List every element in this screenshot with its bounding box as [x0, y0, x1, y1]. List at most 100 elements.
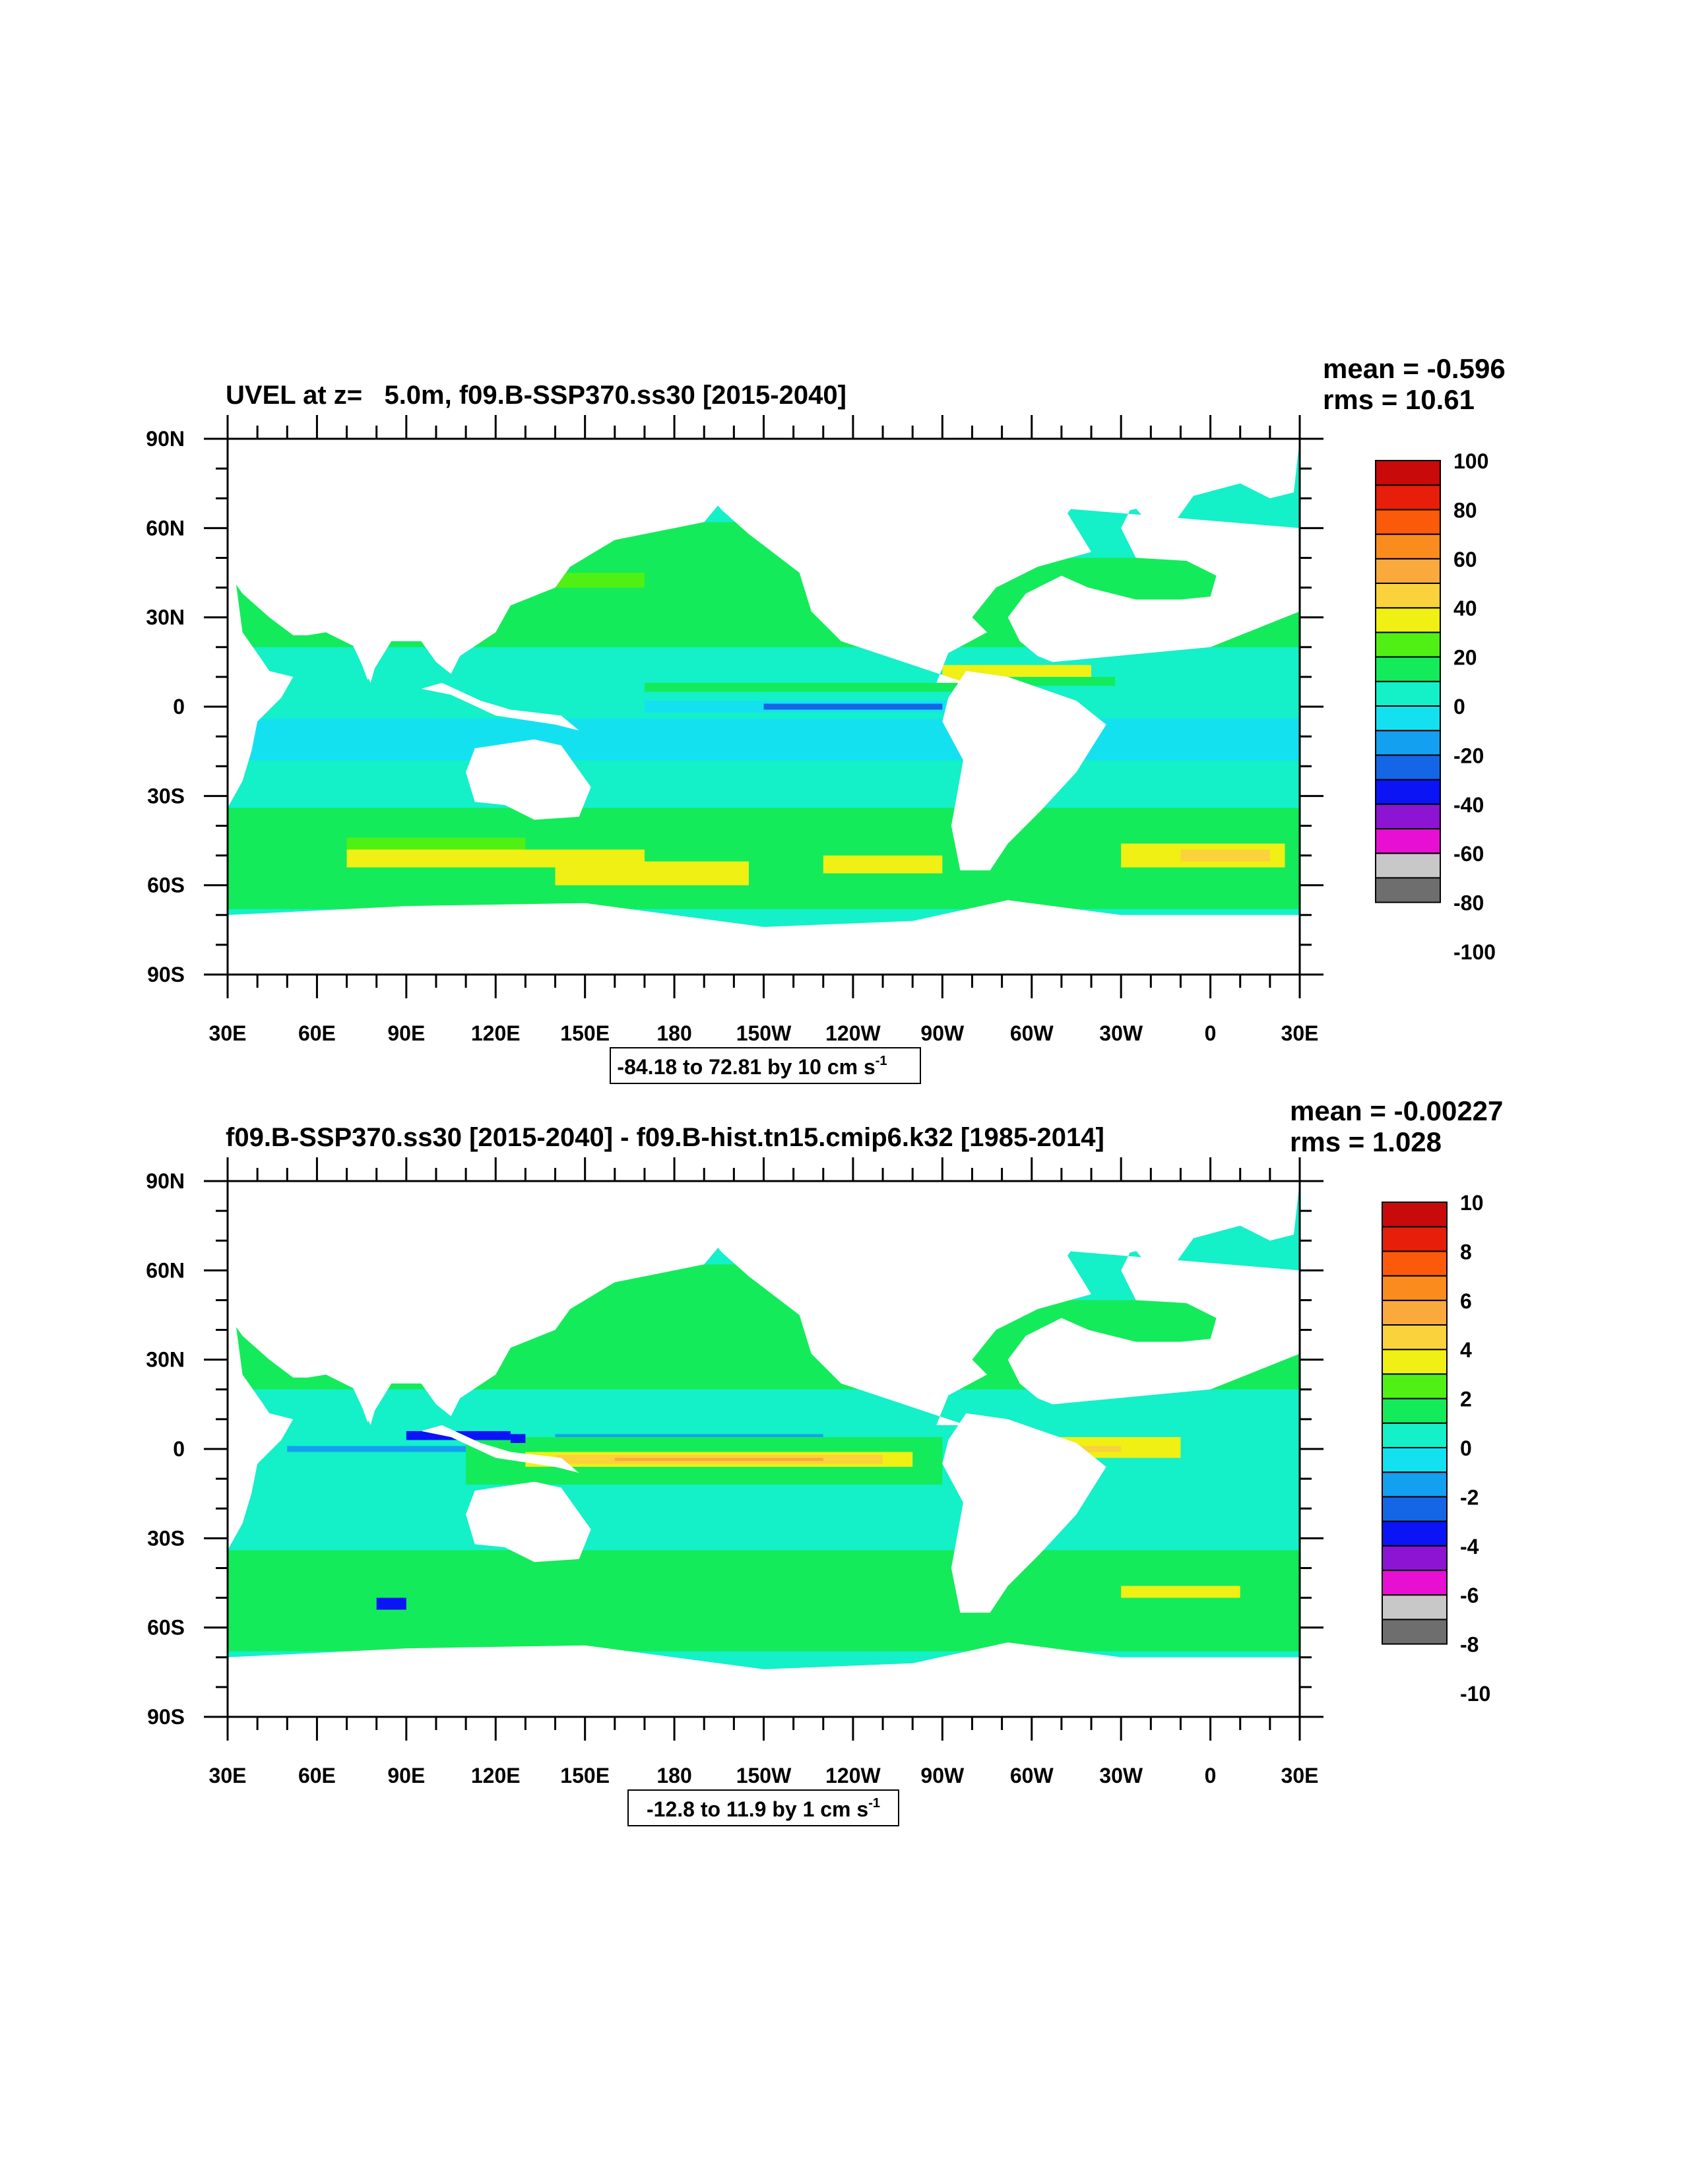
x-tick-label: 30W: [1099, 1021, 1143, 1045]
x-tick-label: 150W: [736, 1764, 792, 1787]
panel-2-range-text: -12.8 to 11.9 by 1 cm s-1: [647, 1796, 880, 1821]
colorbar-label: 80: [1453, 498, 1477, 522]
colorbar-swatch: [1375, 803, 1441, 830]
panel-2-difference-map: f09.B-SSP370.ss30 [2015-2040] - f09.B-hi…: [146, 1095, 1503, 1826]
land-mask: [942, 670, 1106, 871]
colorbar-swatch: [1382, 1447, 1448, 1473]
colorbar-label: 10: [1460, 1191, 1484, 1215]
x-tick-label: 60W: [1010, 1764, 1054, 1787]
land-mask: [1091, 1181, 1211, 1265]
colorbar-swatch: [1375, 730, 1441, 756]
colorbar-swatch: [1375, 656, 1441, 682]
panel-1-uvel-map: UVEL at z= 5.0m, f09.B-SSP370.ss30 [2015…: [146, 353, 1506, 1084]
land-mask: [421, 1425, 579, 1473]
panel-2-y-tick-labels: 90N 60N 30N 0 30S 60S 90S: [146, 1169, 185, 1729]
x-tick-label: 30E: [209, 1764, 247, 1787]
land-mask: [228, 900, 1300, 975]
y-tick-label: 0: [173, 1437, 185, 1461]
panel-2-rms: rms = 1.028: [1290, 1126, 1442, 1157]
y-tick-label: 30N: [146, 1348, 185, 1372]
x-tick-label: 30E: [209, 1021, 247, 1045]
land-mask: [228, 439, 294, 808]
land-mask: [346, 632, 400, 683]
colorbar-swatch: [1375, 509, 1441, 535]
colorbar-swatch: [1375, 558, 1441, 584]
x-tick-label: 150E: [560, 1021, 610, 1045]
panel-1-range-box: [610, 1047, 921, 1084]
y-tick-label: 60S: [147, 1616, 185, 1640]
colorbar-swatch: [1375, 484, 1441, 511]
colorbar-label: 100: [1453, 449, 1488, 473]
colorbar-label: 2: [1460, 1388, 1472, 1411]
land-mask: [1091, 439, 1211, 523]
colorbar-swatch: [1382, 1520, 1448, 1547]
x-tick-label: 120E: [471, 1021, 521, 1045]
field-band: [644, 682, 996, 692]
colorbar-label: -6: [1460, 1584, 1479, 1607]
panel-1-y-tick-labels: 90N 60N 30N 0 30S 60S 90S: [146, 427, 185, 986]
land-mask: [228, 1181, 719, 1423]
colorbar-swatch: [1382, 1373, 1448, 1399]
colorbar-swatch: [1375, 705, 1441, 732]
field-band: [763, 703, 943, 710]
x-tick-label: 0: [1205, 1764, 1217, 1787]
colorbar-swatch: [1375, 852, 1441, 879]
colorbar-swatch: [1382, 1275, 1448, 1301]
colorbar-label: -20: [1453, 744, 1484, 767]
colorbar-label: -80: [1453, 891, 1484, 915]
colorbar-swatch: [1382, 1422, 1448, 1449]
colorbar-swatch: [1375, 877, 1441, 903]
x-tick-label: 60E: [298, 1021, 336, 1045]
panel-2-colorbar: 10 8 6 4 2 0 -2 -4 -6 -8 -10: [1382, 1191, 1490, 1706]
colorbar-swatch: [1382, 1250, 1448, 1277]
colorbar-label: 4: [1460, 1338, 1472, 1362]
panel-1-field: [228, 439, 1300, 975]
colorbar-swatch: [1382, 1299, 1448, 1326]
x-tick-label: 90W: [920, 1764, 965, 1787]
colorbar-swatch: [1375, 779, 1441, 805]
colorbar-swatch: [1382, 1471, 1448, 1498]
panel-1-mean: mean = -0.596: [1323, 353, 1506, 384]
x-tick-label: 120E: [471, 1764, 521, 1787]
colorbar-label: -2: [1460, 1485, 1479, 1509]
panel-1-colorbar: 100 80 60 40 20 0 -20 -40 -60 -80 -100: [1375, 449, 1496, 964]
y-tick-label: 90S: [147, 1705, 185, 1729]
colorbar-label: 0: [1453, 695, 1465, 719]
land-mask: [421, 682, 579, 731]
colorbar-label: -40: [1453, 793, 1484, 817]
colorbar-swatch: [1382, 1570, 1448, 1596]
colorbar-label: -4: [1460, 1535, 1479, 1558]
colorbar-swatch: [1375, 583, 1441, 609]
x-tick-label: 0: [1205, 1021, 1217, 1045]
colorbar-swatch: [1375, 533, 1441, 560]
field-band: [228, 719, 1300, 761]
y-tick-label: 30S: [147, 1526, 185, 1550]
x-tick-label: 60W: [1010, 1021, 1054, 1045]
field-band: [1121, 1586, 1240, 1598]
y-tick-label: 60N: [146, 516, 185, 540]
field-band: [614, 1458, 823, 1461]
y-tick-label: 0: [173, 695, 185, 719]
colorbar-label: 6: [1460, 1289, 1472, 1313]
colorbar-swatch: [1375, 460, 1441, 486]
y-tick-label: 60S: [147, 874, 185, 897]
panel-2-title: f09.B-SSP370.ss30 [2015-2040] - f09.B-hi…: [226, 1123, 1104, 1152]
land-mask: [466, 1481, 591, 1562]
land-mask: [228, 439, 719, 680]
colorbar-swatch: [1382, 1496, 1448, 1522]
x-tick-label: 90E: [387, 1021, 425, 1045]
land-mask: [698, 439, 1128, 683]
x-tick-label: 150E: [560, 1764, 610, 1787]
land-mask: [942, 1413, 1106, 1613]
field-band: [376, 1597, 406, 1610]
colorbar-swatch: [1375, 607, 1441, 633]
panel-2-frame: [204, 1157, 1323, 1741]
colorbar-swatch: [1382, 1619, 1448, 1645]
x-tick-label: 120W: [825, 1021, 881, 1045]
colorbar-label: -10: [1460, 1682, 1490, 1706]
colorbar-label: -8: [1460, 1633, 1479, 1657]
panel-2-range-box: [627, 1789, 899, 1826]
field-band: [510, 1434, 526, 1443]
field-band: [555, 861, 749, 885]
